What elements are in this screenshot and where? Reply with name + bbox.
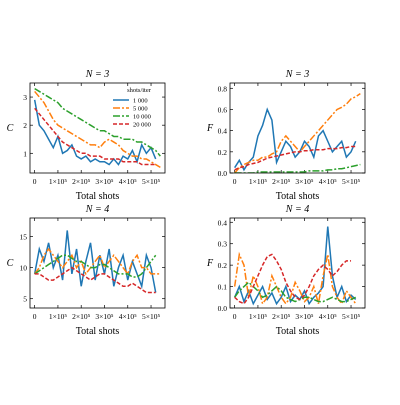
y-axis-label: F [206,258,214,269]
series-line [234,92,361,173]
series-line [34,87,161,157]
legend-label: 10 000 [133,114,151,121]
series-line [34,247,161,276]
x-axis-label: Total shots [276,191,320,202]
chart-title: N = 4 [285,204,309,215]
legend-label: 1 000 [133,98,148,105]
series-line [34,266,156,294]
series-line [234,253,352,305]
series-line [233,226,357,306]
x-tick-label: 3×10⁵ [95,312,113,321]
y-tick-label: 0.4 [218,218,228,227]
x-tick-label: 2×10⁵ [272,177,290,186]
legend-label: 20 000 [133,122,151,129]
x-tick-label: 5×10⁵ [342,177,360,186]
x-tick-label: 0 [233,177,237,186]
x-tick-label: 1×10⁵ [49,312,67,321]
axes-frame [229,82,366,174]
y-tick-label: 1 [23,149,27,158]
y-tick-label: 0.1 [218,283,228,292]
y-tick-label: 0.0 [218,169,228,178]
y-tick-label: 0.0 [218,304,228,313]
y-tick-label: 0.2 [218,148,228,157]
x-tick-label: 4×10⁵ [319,312,337,321]
axes-frame [229,217,366,309]
x-tick-label: 0 [33,177,37,186]
x-tick-label: 2×10⁵ [72,312,90,321]
x-tick-label: 0 [33,312,37,321]
x-tick-label: 3×10⁵ [295,177,313,186]
chart-title: N = 4 [85,204,109,215]
series-line [233,251,357,306]
y-tick-label: 3 [23,93,27,102]
y-tick-label: 0.6 [218,105,228,114]
x-axis-label: Total shots [76,326,120,337]
y-tick-label: 15 [20,233,28,242]
axes-frame [29,82,166,174]
series-line [33,230,157,293]
legend-title: shots/iter [127,87,152,94]
x-tick-label: 2×10⁵ [272,312,290,321]
series-line [234,145,356,171]
y-tick-label: 10 [20,264,28,273]
x-tick-label: 2×10⁵ [72,177,90,186]
x-tick-label: 1×10⁵ [249,177,267,186]
x-tick-label: 0 [233,312,237,321]
y-tick-label: 2 [23,121,27,130]
chart-title: N = 3 [285,69,309,80]
axes-frame [29,217,166,309]
x-axis-label: Total shots [76,191,120,202]
legend-label: 5 000 [133,106,148,113]
y-tick-label: 0.3 [218,240,228,249]
x-tick-label: 3×10⁵ [295,312,313,321]
x-tick-label: 4×10⁵ [119,177,137,186]
y-axis-label: C [7,123,14,134]
x-axis-label: Total shots [276,326,320,337]
x-tick-label: 3×10⁵ [95,177,113,186]
y-tick-label: 0.2 [218,261,228,270]
series-line [234,163,361,173]
series-line [33,99,157,166]
x-tick-label: 5×10⁵ [342,312,360,321]
x-tick-label: 1×10⁵ [249,312,267,321]
x-tick-label: 4×10⁵ [319,177,337,186]
y-axis-label: C [7,258,14,269]
series-line [34,107,156,166]
x-tick-label: 5×10⁵ [142,312,160,321]
y-tick-label: 0.4 [218,127,228,136]
x-tick-label: 1×10⁵ [49,177,67,186]
series-line [234,281,357,303]
y-tick-label: 0.8 [218,84,228,93]
series-line [34,254,157,278]
x-tick-label: 5×10⁵ [142,177,160,186]
chart-title: N = 3 [85,69,109,80]
x-tick-label: 4×10⁵ [119,312,137,321]
y-tick-label: 5 [23,295,27,304]
y-axis-label: F [206,123,214,134]
